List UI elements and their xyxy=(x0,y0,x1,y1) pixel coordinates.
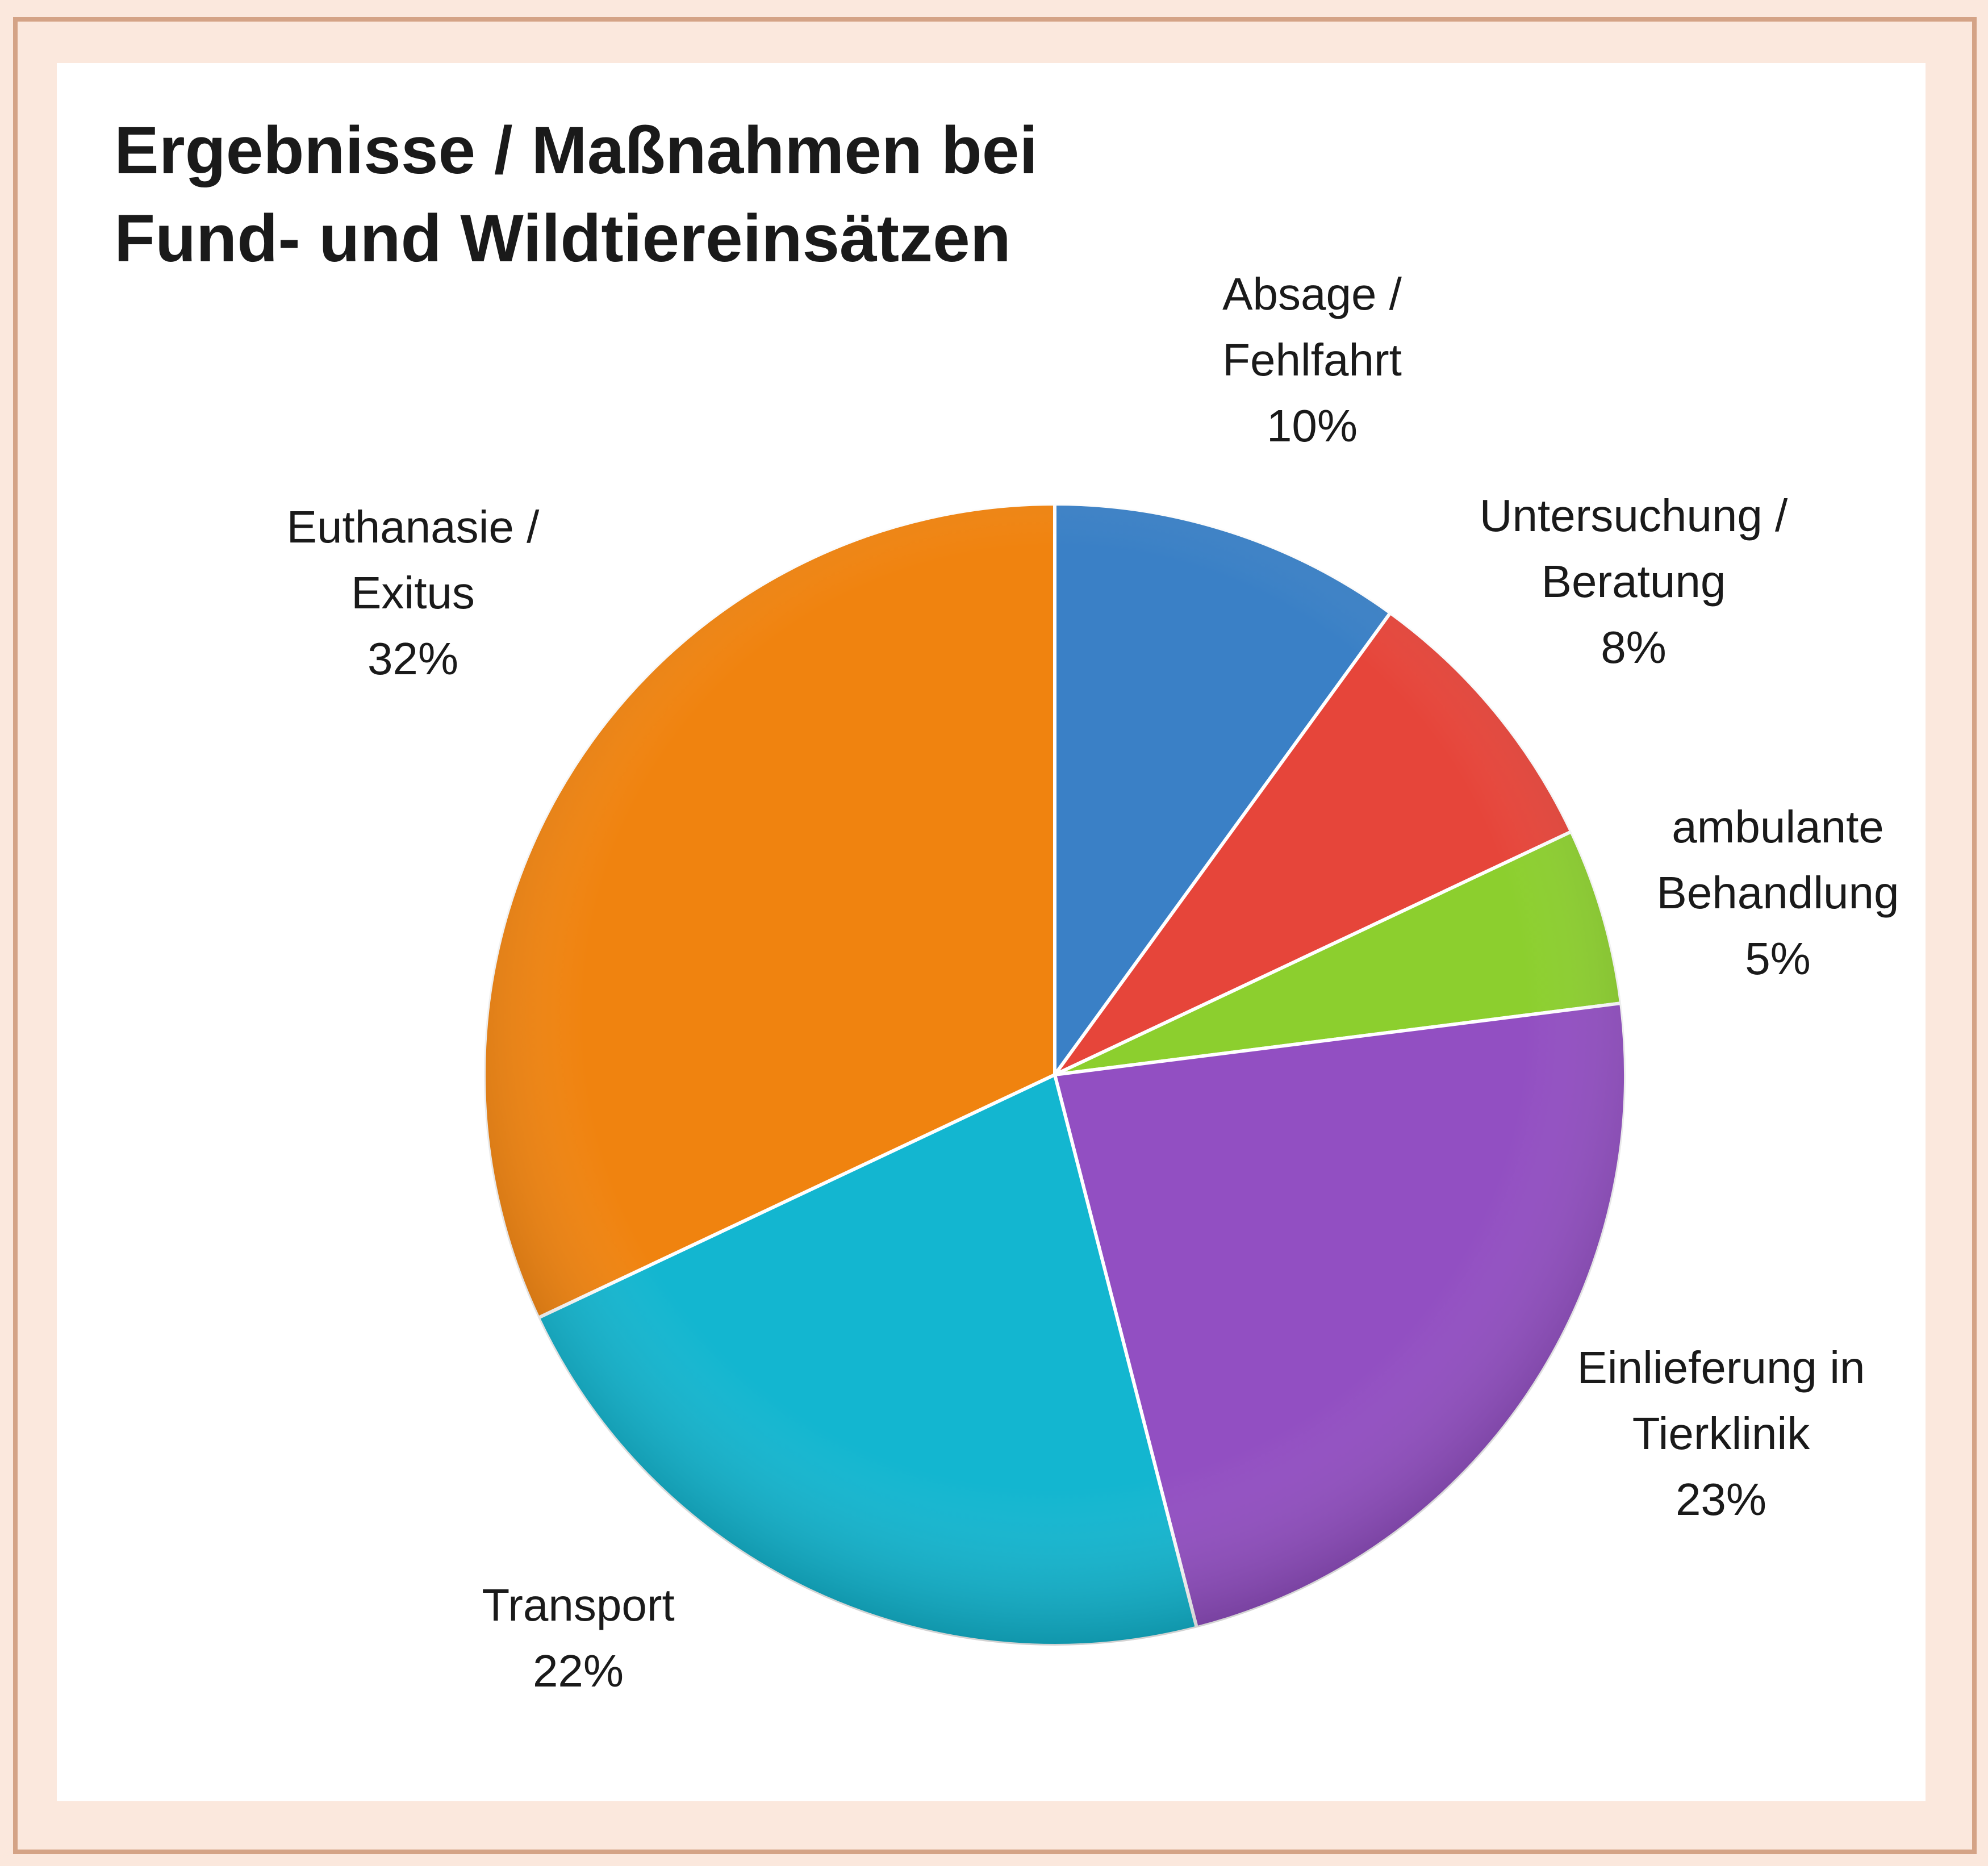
value-label: 8% xyxy=(1601,622,1667,673)
chart-title: Ergebnisse / Maßnahmen bei xyxy=(114,113,1038,188)
chart-title: Fund- und Wildtiereinsätzen xyxy=(114,201,1011,276)
value-label: 5% xyxy=(1745,933,1811,984)
pie xyxy=(482,502,1627,1647)
category-label: Fehlfahrt xyxy=(1222,335,1402,385)
value-label: 22% xyxy=(533,1646,624,1696)
category-label: Euthanasie / xyxy=(287,502,540,552)
labels: Absage / Fehlfahrt 10% Untersuchung / Beratu… xyxy=(287,269,1899,1696)
category-label: Tierklinik xyxy=(1632,1408,1811,1459)
category-label: Einlieferung in xyxy=(1577,1342,1865,1393)
value-label: 32% xyxy=(367,633,458,684)
value-label: 23% xyxy=(1676,1474,1766,1525)
category-label: ambulante xyxy=(1672,801,1884,852)
category-label: Exitus xyxy=(351,567,475,618)
outer-frame xyxy=(13,17,1977,1854)
category-label: Transport xyxy=(482,1580,674,1630)
category-label: Absage / xyxy=(1222,269,1402,319)
category-label: Behandlung xyxy=(1656,867,1899,918)
value-label: 10% xyxy=(1267,400,1358,451)
category-label: Beratung xyxy=(1542,556,1726,607)
category-label: Untersuchung / xyxy=(1480,490,1788,541)
